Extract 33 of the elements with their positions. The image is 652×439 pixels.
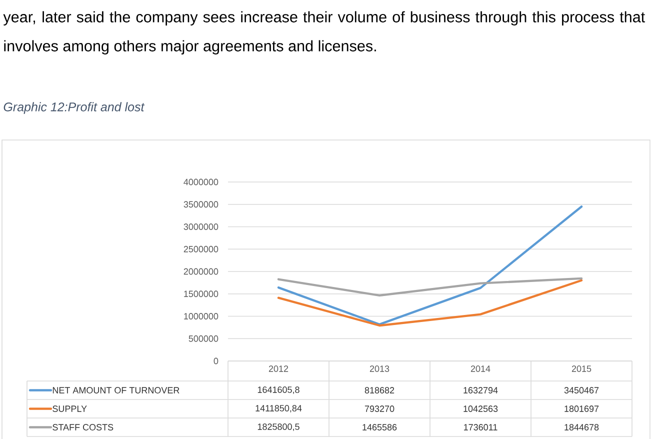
y-tick-label: 0	[214, 358, 218, 364]
data-label: 1465586	[362, 424, 397, 430]
x-tick-label: 2015	[572, 366, 592, 372]
legend-label: STAFF COSTS	[52, 424, 114, 430]
legend-label: SUPPLY	[52, 406, 87, 412]
data-label: 818682	[364, 387, 394, 394]
data-label: 1801697	[564, 406, 599, 412]
y-tick-label: 4000000	[184, 178, 218, 186]
data-label: 1641605,8	[258, 386, 300, 394]
y-tick-label: 3000000	[184, 224, 218, 230]
x-tick-label: 2012	[268, 366, 288, 372]
y-tick-label: 500000	[188, 335, 218, 342]
data-label: 1411850,84	[256, 405, 302, 412]
line-series	[277, 277, 583, 297]
data-label: 1042563	[464, 406, 498, 412]
line-series	[277, 205, 583, 326]
legend-label: NET AMOUNT OF TURNOVER	[52, 387, 180, 394]
y-tick-label: 2000000	[184, 268, 218, 275]
y-tick-label: 3500000	[184, 201, 218, 208]
data-label: 793270	[364, 406, 394, 412]
line-series	[277, 279, 583, 327]
data-label: 1736011	[464, 424, 498, 430]
data-label: 1632794	[464, 387, 498, 394]
y-tick-label: 1500000	[184, 290, 218, 298]
y-tick-label: 2500000	[184, 246, 218, 252]
text: Graphic 12:Profit and lost	[4, 102, 145, 114]
x-tick-label: 2014	[470, 366, 490, 372]
x-tick-label: 2013	[370, 366, 390, 372]
data-label: 1825800,5	[258, 424, 300, 431]
y-tick-label: 1000000	[184, 313, 218, 320]
data-label: 1844678	[564, 424, 599, 430]
text: year, later said the company sees increase their volume of business through this process that involves among others major agreements and licenses.	[3, 11, 645, 54]
data-label: 3450467	[564, 387, 599, 394]
